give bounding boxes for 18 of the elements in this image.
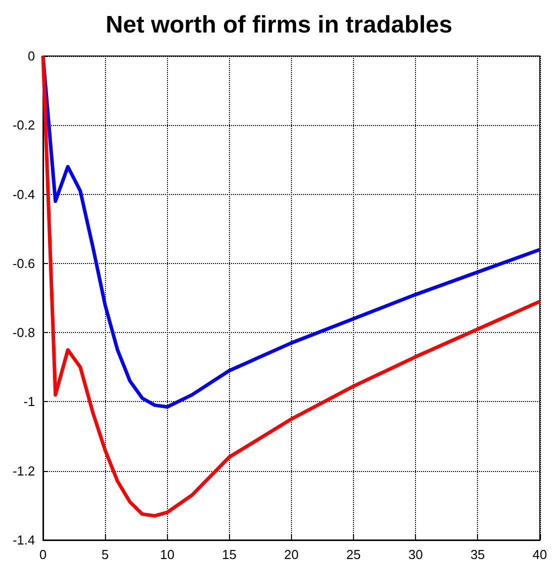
y-tick-label: -0.4 bbox=[12, 186, 35, 202]
y-tick-label: -1.4 bbox=[12, 532, 35, 548]
x-tick-label: 25 bbox=[346, 547, 361, 562]
y-tick-label: -1 bbox=[23, 394, 35, 410]
x-tick-label: 15 bbox=[222, 547, 237, 562]
x-tick-label: 30 bbox=[408, 547, 423, 562]
chart-title: Net worth of firms in tradables bbox=[106, 12, 452, 38]
y-tick-label: -1.2 bbox=[12, 463, 35, 478]
y-tick-label: -0.8 bbox=[12, 325, 35, 340]
y-tick-label: -0.6 bbox=[12, 256, 35, 271]
x-tick-label: 35 bbox=[470, 547, 485, 562]
x-tick-label: 40 bbox=[532, 547, 548, 562]
x-tick-label: 0 bbox=[39, 547, 47, 562]
x-tick-label: 5 bbox=[101, 547, 109, 562]
x-tick-label: 20 bbox=[284, 547, 299, 562]
x-tick-label: 10 bbox=[160, 547, 174, 562]
y-tick-label: -0.2 bbox=[12, 118, 35, 133]
y-tick-label: 0 bbox=[28, 48, 35, 64]
